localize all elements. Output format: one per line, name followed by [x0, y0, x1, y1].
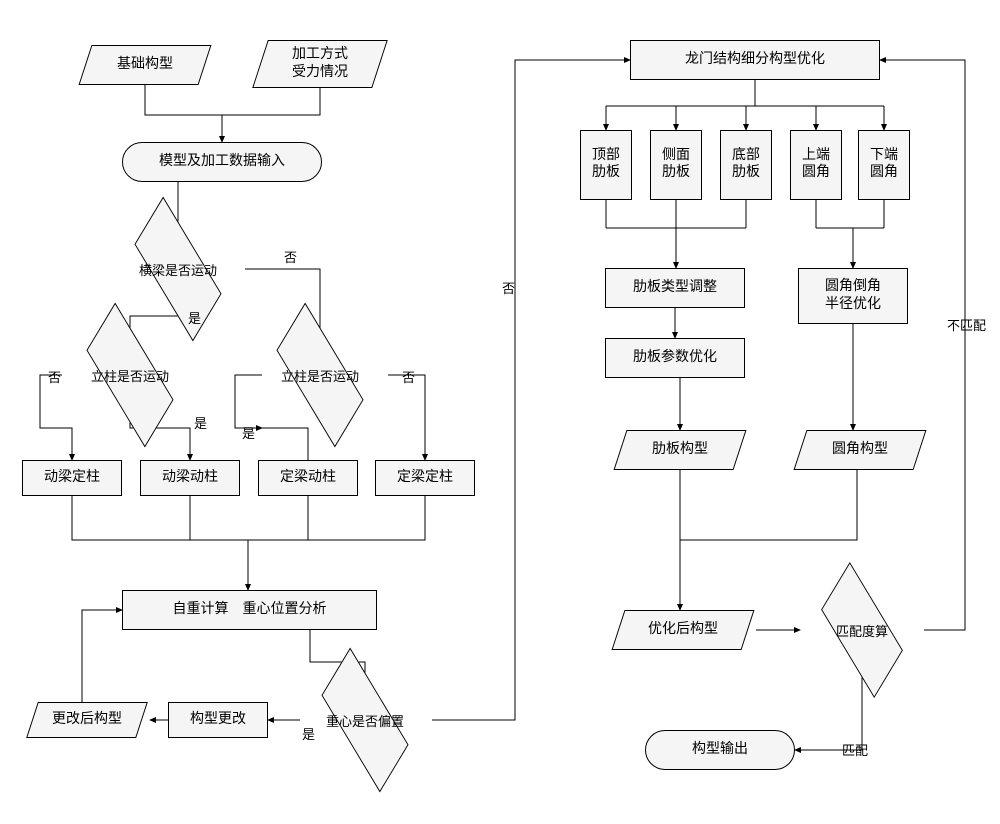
model-input-label: 模型及加工数据输入 — [159, 153, 285, 171]
top-rib: 顶部 肋板 — [580, 130, 632, 200]
r1-label: 动梁定柱 — [44, 469, 100, 487]
rect-r3: 定梁动柱 — [258, 460, 358, 496]
r3-label: 定梁动柱 — [280, 469, 336, 487]
opt-config-label: 优化后构型 — [648, 621, 718, 639]
fillet-config: 圆角构型 — [794, 430, 927, 470]
beam-yes: 是 — [186, 308, 203, 327]
config-change: 构型更改 — [168, 702, 268, 738]
weight-calc: 自重计算 重心位置分析 — [122, 590, 377, 630]
opt-config: 优化后构型 — [612, 610, 755, 650]
gantry-opt-label: 龙门结构细分构型优化 — [685, 51, 825, 69]
cg-yes: 是 — [300, 724, 317, 743]
match-calc-label: 匹配度算 — [836, 621, 888, 640]
config-output: 构型输出 — [645, 730, 795, 770]
rib-param: 肋板参数优化 — [605, 338, 745, 378]
model-input: 模型及加工数据输入 — [122, 142, 322, 182]
rib-config: 肋板构型 — [614, 430, 747, 470]
rect-r2: 动梁动柱 — [140, 460, 240, 496]
rect-r1: 动梁定柱 — [22, 460, 122, 496]
upper-fillet-label: 上端 圆角 — [802, 148, 830, 182]
lower-fillet-label: 下端 圆角 — [870, 148, 898, 182]
lower-fillet: 下端 圆角 — [858, 130, 910, 200]
cg-offset-label: 重心是否偏置 — [326, 711, 404, 730]
weight-label: 自重计算 重心位置分析 — [173, 601, 327, 619]
rib-config-label: 肋板构型 — [652, 441, 708, 459]
changed-config-label: 更改后构型 — [52, 711, 122, 729]
fillet-config-label: 圆角构型 — [832, 441, 888, 459]
side-rib-label: 侧面 肋板 — [662, 148, 690, 182]
input-basic-config: 基础构型 — [79, 45, 212, 85]
rib-param-label: 肋板参数优化 — [633, 349, 717, 367]
rib-type: 肋板类型调整 — [605, 268, 745, 308]
col-move-left-label: 立柱是否运动 — [91, 366, 169, 385]
output-label: 构型输出 — [692, 741, 748, 759]
top-rib-label: 顶部 肋板 — [592, 148, 620, 182]
r4-label: 定梁定柱 — [397, 469, 453, 487]
fillet-radius: 圆角倒角 半径优化 — [798, 268, 908, 324]
rib-type-label: 肋板类型调整 — [633, 279, 717, 297]
cg-no: 否 — [500, 278, 517, 297]
beam-no: 否 — [282, 247, 299, 266]
gantry-opt: 龙门结构细分构型优化 — [630, 40, 880, 80]
bottom-rib: 底部 肋板 — [720, 130, 772, 200]
fillet-radius-label: 圆角倒角 半径优化 — [825, 278, 881, 314]
col-move-right: 立柱是否运动 — [265, 348, 375, 402]
input-machining-label: 加工方式 受力情况 — [292, 46, 348, 82]
input-basic-label: 基础构型 — [117, 56, 173, 74]
col-left-yes: 是 — [192, 413, 209, 432]
side-rib: 侧面 肋板 — [650, 130, 702, 200]
r2-label: 动梁动柱 — [162, 469, 218, 487]
match-calc: 匹配度算 — [812, 603, 912, 657]
match-no: 不匹配 — [945, 315, 988, 334]
col-right-no: 否 — [400, 367, 417, 386]
match-yes: 匹配 — [840, 740, 870, 759]
col-move-left: 立柱是否运动 — [75, 348, 185, 402]
input-machining: 加工方式 受力情况 — [252, 40, 388, 88]
changed-config: 更改后构型 — [26, 702, 148, 738]
beam-move-decision: 横梁是否运动 — [123, 242, 233, 296]
upper-fillet: 上端 圆角 — [790, 130, 842, 200]
cg-offset-decision: 重心是否偏置 — [310, 693, 420, 747]
rect-r4: 定梁定柱 — [375, 460, 475, 496]
col-right-yes: 是 — [240, 423, 257, 442]
config-change-label: 构型更改 — [190, 711, 246, 729]
col-left-no: 否 — [46, 367, 63, 386]
bottom-rib-label: 底部 肋板 — [732, 148, 760, 182]
beam-move-label: 横梁是否运动 — [139, 260, 217, 279]
col-move-right-label: 立柱是否运动 — [281, 366, 359, 385]
